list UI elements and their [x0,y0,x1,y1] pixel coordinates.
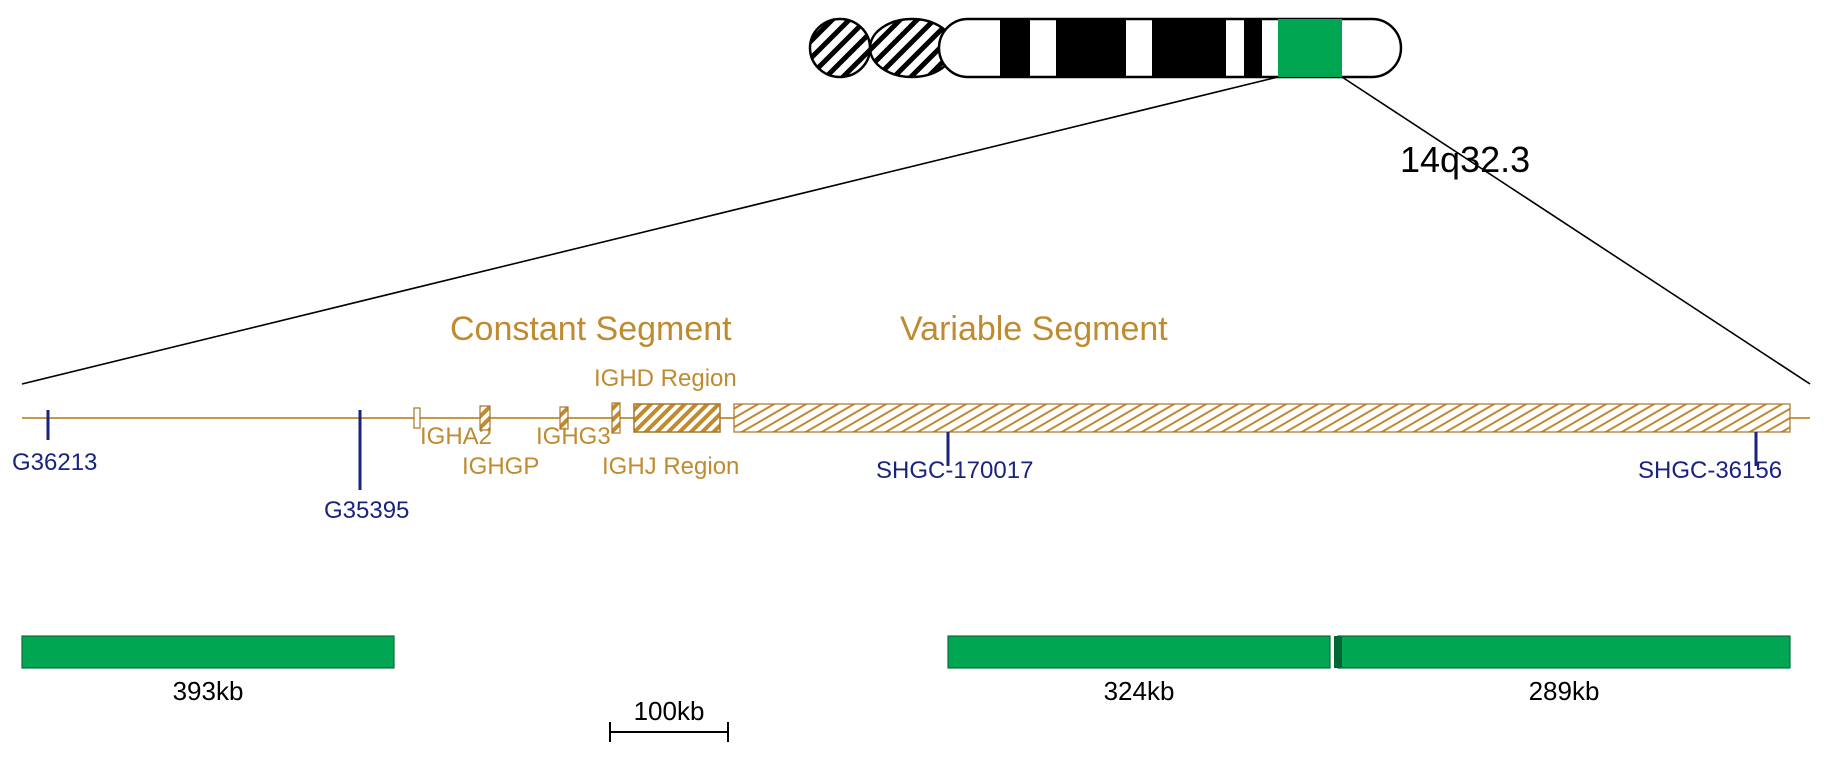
q-band-4 [1278,19,1342,77]
gene-label: IGHGP [462,453,539,480]
section-label: Constant Segment [450,310,732,348]
probe-bar-0 [22,636,394,668]
probe-bars: 393kb 324kb 289kb [22,636,1790,706]
ighd-region-label: IGHD Region [594,365,737,392]
q-band-2 [1152,19,1226,77]
probe-size-label: 289kb [1529,676,1600,706]
probe-size-label: 393kb [173,676,244,706]
q-band-1 [1056,19,1126,77]
zoom-line-right [1342,77,1810,384]
expanded-locus: Constant Segment Variable Segment IGHD Reg… [12,310,1810,524]
chromosome-ideogram [810,19,1401,77]
sts-label: SHGC-170017 [876,457,1033,484]
section-label: Variable Segment [900,310,1168,348]
gene-box-ighj region [612,403,620,433]
q-band-3 [1244,19,1262,77]
probe-size-label: 324kb [1104,676,1175,706]
gene-label: IGHJ Region [602,453,739,480]
variable-segment-box [734,404,1790,432]
gene-box-ighgp [480,406,490,430]
q-band-0 [1000,19,1030,77]
probe-bar-1 [948,636,1330,668]
scale-bar: 100kb [610,696,728,742]
probe-bar-2 [1338,636,1790,668]
sts-label: SHGC-36156 [1638,457,1782,484]
locus-label: 14q32.3 [1400,139,1530,180]
sts-label: G35395 [324,497,409,524]
scale-bar-label: 100kb [634,696,705,726]
p-arm-blob-0 [810,19,870,77]
ighd-region-box [634,404,720,432]
gene-label: IGHG3 [536,423,611,450]
sts-label: G36213 [12,449,97,476]
probe-divider [1334,636,1342,668]
